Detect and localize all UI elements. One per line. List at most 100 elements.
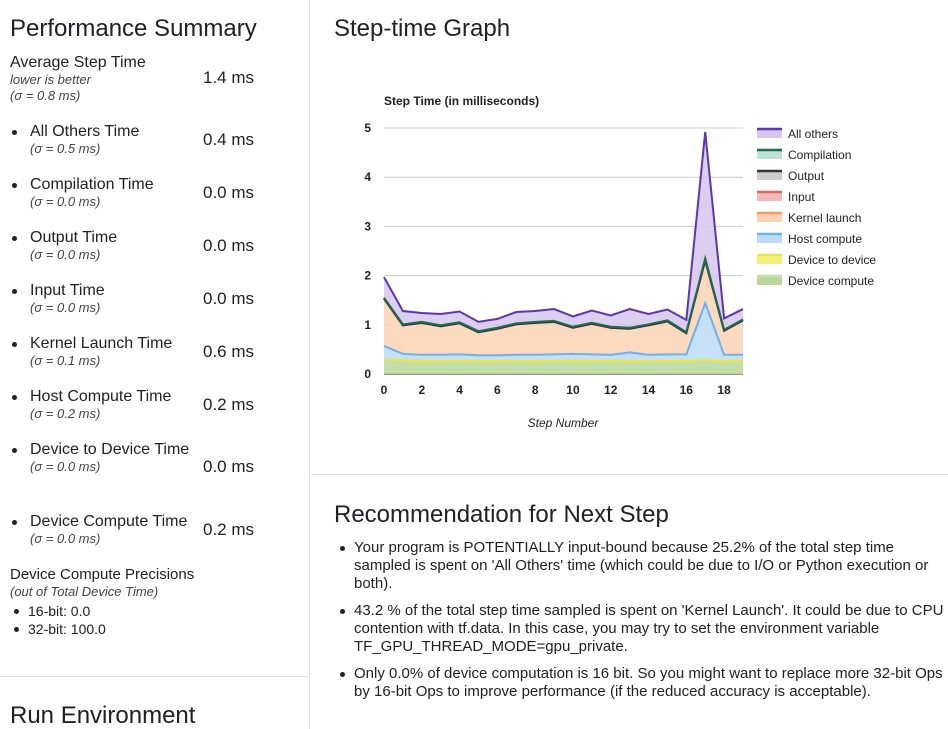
- x-tick-label: 0: [381, 383, 388, 397]
- metric-value: 1.4 ms: [203, 68, 255, 87]
- x-tick-label: 10: [566, 383, 580, 397]
- chart-legend: All others Compilation Output Input Kernel l…: [757, 127, 876, 288]
- metric-value: 0.0 ms: [203, 457, 255, 476]
- metric-value: 0.6 ms: [203, 342, 255, 361]
- legend-swatch: [757, 213, 782, 222]
- legend-swatch: [757, 234, 782, 243]
- metric-input: Input Time (σ = 0.0 ms) 0.0 ms: [12, 282, 302, 316]
- x-tick-label: 16: [680, 383, 694, 397]
- x-tick-label: 18: [717, 383, 731, 397]
- section-divider: [0, 676, 310, 677]
- right-panel: Step-time Graph Step Time (in millisecon…: [311, 0, 948, 729]
- step-time-graph-title: Step-time Graph: [334, 15, 511, 42]
- legend-swatch: [757, 171, 782, 180]
- chart-x-axis-label: Step Number: [528, 416, 600, 430]
- metric-name: Compilation Time: [30, 176, 154, 193]
- performance-summary-title: Performance Summary: [10, 15, 257, 42]
- recommendation-item: 43.2 % of the total step time sampled is…: [340, 602, 944, 656]
- metric-sigma: (σ = 0.5 ms): [30, 141, 101, 156]
- metric-name: Output Time: [30, 229, 118, 246]
- x-tick-label: 6: [494, 383, 501, 397]
- recommendation-list: Your program is POTENTIALLY input-bound …: [340, 539, 944, 710]
- line-device-to-device: [383, 358, 743, 362]
- legend-label: Host compute: [788, 232, 862, 246]
- legend-label: All others: [788, 127, 838, 141]
- y-tick-label: 0: [364, 367, 371, 381]
- chart-title: Step Time (in milliseconds): [384, 94, 539, 108]
- bullet-dot: [12, 448, 17, 453]
- bullet-dot: [12, 130, 17, 135]
- legend-swatch: [757, 150, 782, 159]
- chart-lines: [383, 131, 744, 363]
- area-device-compute: [384, 360, 743, 374]
- precisions-title: Device Compute Precisions: [10, 566, 195, 583]
- recommendation-item: Only 0.0% of device computation is 16 bi…: [340, 665, 944, 701]
- metric-name: Device Compute Time: [30, 513, 188, 530]
- metric-sigma: (σ = 0.0 ms): [30, 459, 101, 474]
- metric-name: Host Compute Time: [30, 388, 172, 405]
- recommendation-title: Recommendation for Next Step: [334, 501, 669, 528]
- y-tick-label: 1: [364, 318, 371, 332]
- metric-device-to-device: Device to Device Time (σ = 0.0 ms) 0.0 m…: [12, 441, 302, 476]
- recommendation-text: 43.2 % of the total step time sampled is…: [354, 602, 944, 655]
- precision-item: 16-bit: 0.0: [10, 602, 300, 620]
- recommendation-text: Your program is POTENTIALLY input-bound …: [354, 539, 929, 592]
- bullet-dot: [340, 672, 345, 677]
- y-tick-label: 4: [364, 170, 371, 184]
- metric-value: 0.0 ms: [203, 236, 255, 255]
- metric-value: 0.2 ms: [203, 395, 255, 414]
- bullet-dot: [340, 609, 345, 614]
- x-tick-label: 14: [642, 383, 656, 397]
- metric-note: lower is better: [10, 72, 91, 87]
- bullet-dot: [340, 546, 345, 551]
- legend-label: Device to device: [788, 253, 876, 267]
- metric-all-others: All Others Time (σ = 0.5 ms) 0.4 ms: [12, 123, 302, 157]
- metric-host-compute: Host Compute Time (σ = 0.2 ms) 0.2 ms: [12, 388, 302, 422]
- legend-label: Compilation: [788, 148, 851, 162]
- metric-value: 0.4 ms: [203, 130, 255, 149]
- bullet-dot: [12, 236, 17, 241]
- metric-name: Input Time: [30, 282, 105, 299]
- legend-label: Kernel launch: [788, 211, 861, 225]
- precision-item: 32-bit: 100.0: [10, 620, 300, 638]
- device-compute-precisions: Device Compute Precisions (out of Total …: [10, 566, 300, 638]
- precisions-list: 16-bit: 0.0 32-bit: 100.0: [10, 602, 300, 638]
- bullet-dot: [12, 183, 17, 188]
- metric-sigma: (σ = 0.8 ms): [10, 88, 81, 103]
- y-tick-label: 3: [364, 219, 371, 233]
- bullet-dot: [12, 342, 17, 347]
- line-compilation: [383, 254, 744, 334]
- legend-swatch: [757, 276, 782, 285]
- average-step-time: Average Step Time lower is better (σ = 0…: [10, 54, 300, 104]
- x-tick-label: 12: [604, 383, 618, 397]
- metric-device-compute: Device Compute Time (σ = 0.0 ms) 0.2 ms: [12, 513, 302, 547]
- metric-value: 0.0 ms: [203, 183, 255, 202]
- area-all-others: [384, 131, 743, 333]
- run-environment-title: Run Environment: [10, 702, 196, 729]
- legend-swatch: [757, 129, 782, 138]
- bullet-dot: [12, 520, 17, 525]
- metric-sigma: (σ = 0.0 ms): [30, 300, 101, 315]
- x-tick-label: 4: [456, 383, 463, 397]
- metric-value: 0.2 ms: [203, 520, 255, 539]
- metric-name: Kernel Launch Time: [30, 335, 173, 352]
- legend-label: Input: [788, 190, 815, 204]
- precisions-note: (out of Total Device Time): [10, 584, 159, 599]
- line-all-others: [383, 131, 744, 323]
- metric-kernel-launch: Kernel Launch Time (σ = 0.1 ms) 0.6 ms: [12, 335, 302, 369]
- recommendation-item: Your program is POTENTIALLY input-bound …: [340, 539, 944, 593]
- recommendation-text: Only 0.0% of device computation is 16 bi…: [354, 665, 943, 700]
- metric-sigma: (σ = 0.0 ms): [30, 194, 101, 209]
- section-divider: [311, 474, 948, 475]
- line-host-compute: [383, 300, 743, 357]
- metric-sigma: (σ = 0.1 ms): [30, 353, 101, 368]
- legend-swatch: [757, 255, 782, 264]
- left-panel: Performance Summary Average Step Time lo…: [0, 0, 310, 729]
- legend-label: Output: [788, 169, 825, 183]
- legend-swatch: [757, 192, 782, 201]
- metric-output: Output Time (σ = 0.0 ms) 0.0 ms: [12, 229, 302, 263]
- metric-sigma: (σ = 0.0 ms): [30, 247, 101, 262]
